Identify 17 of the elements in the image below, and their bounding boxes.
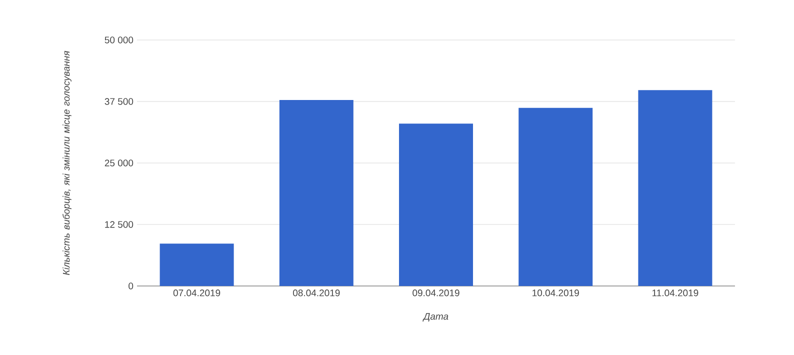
- bar: [279, 100, 354, 286]
- bar: [160, 244, 234, 286]
- x-tick-label: 07.04.2019: [173, 290, 220, 296]
- y-tick-label: 25 000: [104, 160, 134, 166]
- y-tick-label: 12 500: [105, 221, 134, 228]
- y-tick-label: 0: [128, 282, 134, 290]
- y-tick-label: 37 500: [104, 98, 134, 105]
- x-tick-label: 10.04.2019: [532, 290, 579, 296]
- x-axis-title: Дата: [422, 313, 448, 322]
- bar: [518, 108, 593, 286]
- bar: [399, 124, 474, 286]
- x-tick-label: 11.04.2019: [652, 290, 698, 296]
- bar: [638, 90, 712, 286]
- x-tick-label: 08.04.2019: [293, 290, 340, 296]
- x-tick-label: 09.04.2019: [412, 290, 460, 296]
- y-axis-title: Кількість виборців, які змінили місце голосування: [62, 50, 72, 275]
- y-tick-label: 50 000: [104, 36, 134, 44]
